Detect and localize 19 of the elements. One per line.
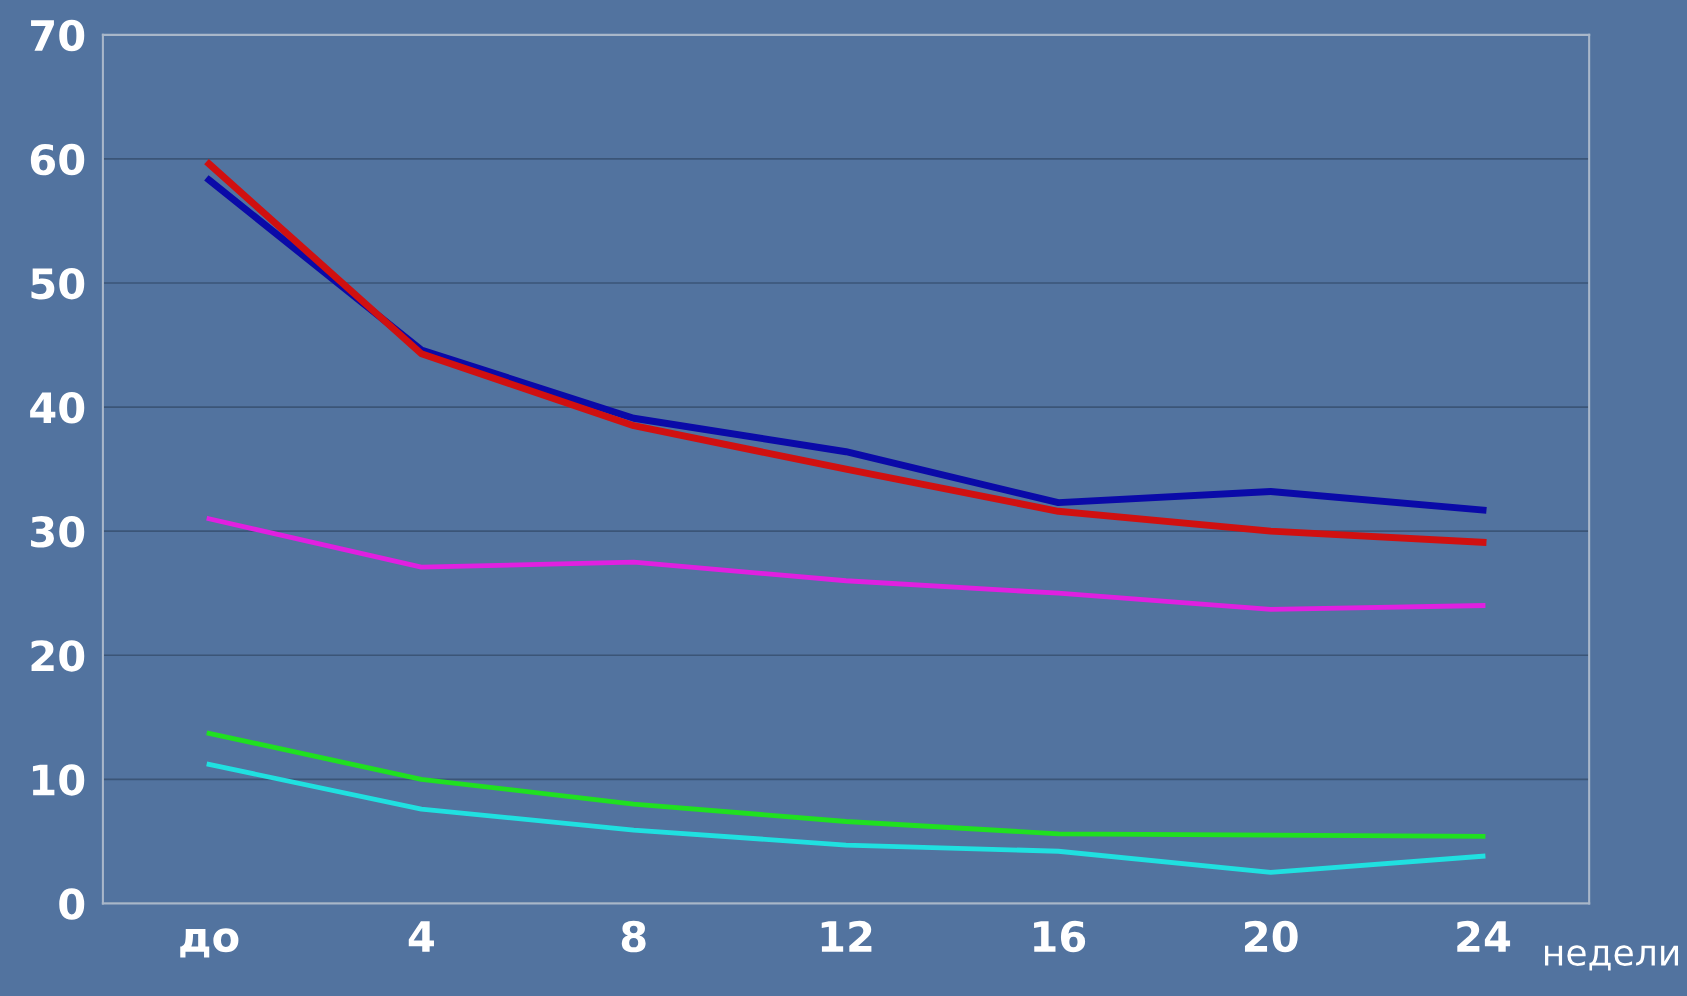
y-tick-label: 10	[32, 764, 85, 796]
x-tick-label: 16	[1034, 920, 1086, 953]
line-series	[206, 761, 1486, 875]
y-tick-label: 60	[30, 143, 85, 176]
x-axis-title: недели	[1545, 945, 1679, 971]
x-tick-label: 8	[621, 920, 646, 953]
x-tick-label: 4	[408, 921, 434, 952]
y-tick-label: 70	[31, 19, 85, 52]
line-series	[206, 730, 1486, 839]
line-series	[206, 516, 1486, 612]
y-tick-label: 40	[30, 391, 85, 424]
x-tick-label: 20	[1244, 920, 1298, 953]
y-tick-label: 0	[59, 888, 85, 920]
y-tick-label: 20	[31, 640, 85, 672]
x-tick-label: 12	[821, 920, 872, 952]
y-tick-label: 50	[31, 267, 85, 300]
x-tick-label: до	[180, 928, 239, 958]
y-tick-label: 30	[31, 516, 85, 548]
x-tick-label: 24	[1457, 920, 1511, 952]
